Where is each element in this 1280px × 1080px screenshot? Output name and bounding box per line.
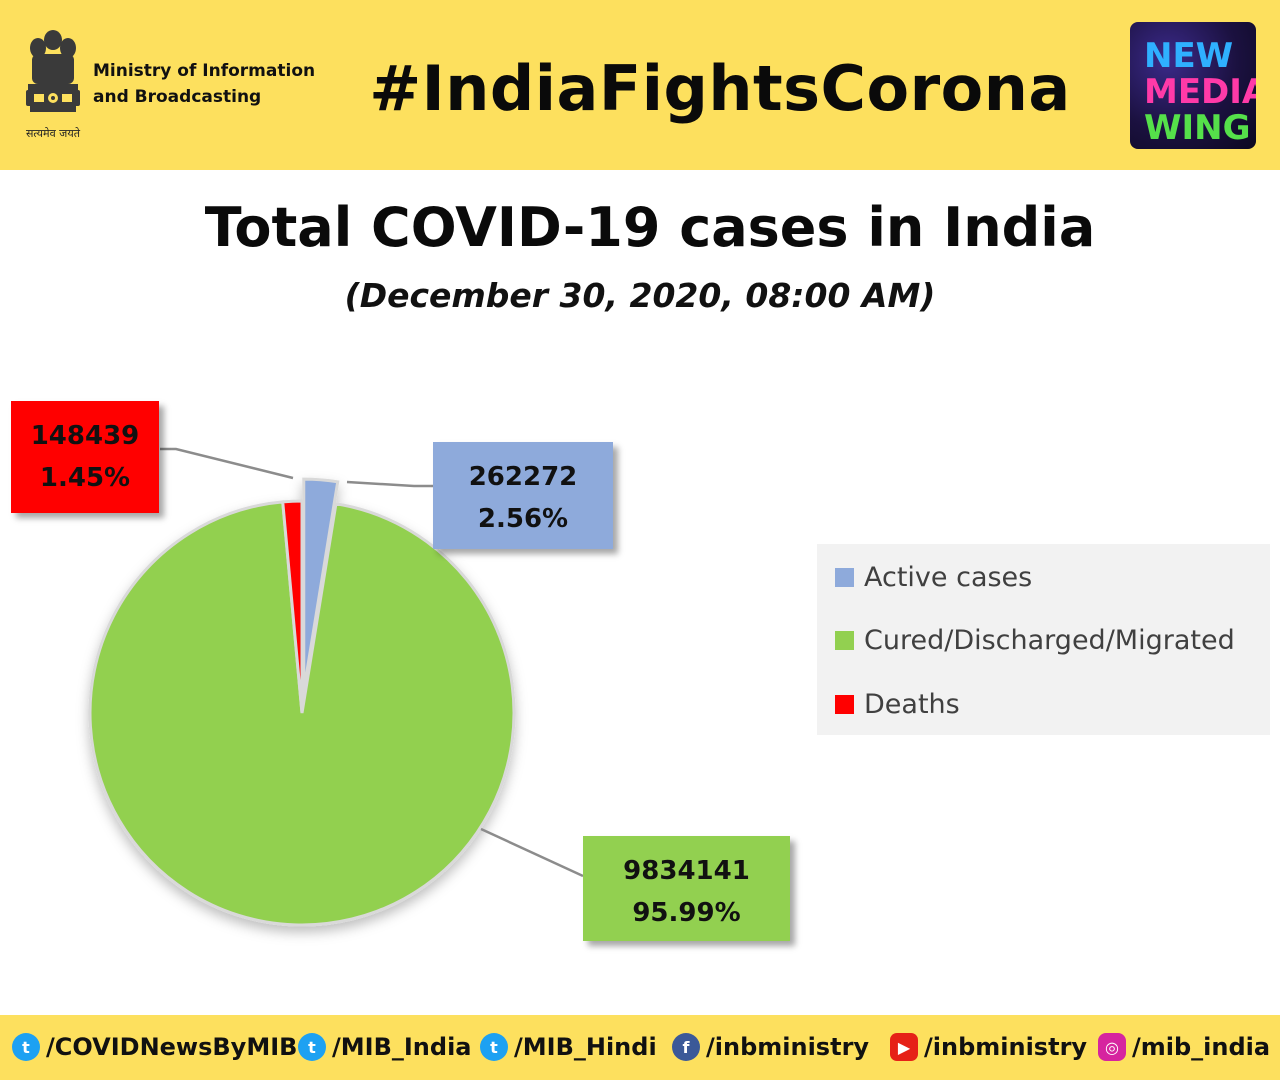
new-media-wing-logo: NEW MEDIA WING	[1130, 22, 1256, 149]
data-label-active-value: 262272	[468, 462, 578, 492]
social-handle-facebook[interactable]: f /inbministry	[672, 1029, 869, 1065]
social-handle-text: /COVIDNewsByMIB	[46, 1033, 298, 1061]
logo-line-1: NEW	[1144, 36, 1234, 76]
pie-slice-active	[302, 477, 340, 692]
leader-line-cured	[480, 827, 584, 878]
campaign-hashtag: #IndiaFightsCorona	[369, 52, 1071, 125]
logo-line-2: MEDIA	[1144, 72, 1256, 112]
chart-legend: Active cases Cured/Discharged/Migrated D…	[817, 544, 1270, 735]
social-handle-mib-hindi[interactable]: t /MIB_Hindi	[480, 1029, 657, 1065]
ministry-name: Ministry of Information and Broadcasting	[93, 58, 333, 110]
social-handle-text: /MIB_Hindi	[514, 1033, 657, 1061]
data-label-active-percent: 2.56%	[477, 504, 569, 534]
chart-subtitle: (December 30, 2020, 08:00 AM)	[344, 276, 936, 315]
pie-chart	[88, 447, 584, 927]
instagram-icon: ◎	[1098, 1033, 1126, 1061]
data-label-deaths-percent: 1.45%	[39, 463, 131, 493]
national-emblem: सत्यमेव जयते	[18, 26, 88, 142]
legend-label-cured: Cured/Discharged/Migrated	[864, 624, 1235, 656]
twitter-icon: t	[12, 1033, 40, 1061]
data-label-active: 262272 2.56%	[433, 442, 613, 549]
legend-item-active: Active cases	[835, 560, 1032, 594]
chart-title: Total COVID-19 cases in India	[204, 196, 1096, 259]
lion-capital-icon	[26, 30, 80, 112]
facebook-icon: f	[672, 1033, 700, 1061]
leader-line-deaths	[160, 447, 294, 480]
emblem-motto: सत्यमेव जयते	[25, 127, 80, 140]
ministry-line-1: Ministry of Information	[93, 61, 316, 81]
leader-line-active	[346, 480, 433, 488]
social-handle-text: /MIB_India	[332, 1033, 472, 1061]
legend-swatch-cured	[835, 630, 854, 650]
data-label-cured-percent: 95.99%	[632, 898, 741, 928]
logo-line-3: WING	[1144, 108, 1251, 148]
social-handle-youtube[interactable]: ▶ /inbministry	[890, 1029, 1087, 1065]
twitter-icon: t	[480, 1033, 508, 1061]
social-handle-instagram[interactable]: ◎ /mib_india	[1098, 1029, 1270, 1065]
social-handle-mib-india[interactable]: t /MIB_India	[298, 1029, 472, 1065]
social-handle-text: /mib_india	[1132, 1033, 1271, 1061]
legend-swatch-active	[835, 567, 854, 587]
footer-banner: t /COVIDNewsByMIB t /MIB_India t /MIB_Hi…	[0, 1015, 1280, 1080]
data-label-cured: 9834141 95.99%	[583, 836, 790, 941]
pie-slice-deaths	[281, 499, 304, 714]
ministry-line-2: and Broadcasting	[93, 87, 262, 107]
pie-slice-cured	[88, 500, 516, 927]
data-label-cured-value: 9834141	[623, 856, 750, 886]
data-label-deaths-value: 148439	[30, 421, 140, 451]
legend-item-deaths: Deaths	[835, 687, 960, 721]
legend-label-deaths: Deaths	[864, 688, 960, 720]
legend-item-cured: Cured/Discharged/Migrated	[835, 623, 1235, 657]
header-banner: सत्यमेव जयते Ministry of Information and…	[0, 0, 1280, 170]
legend-swatch-deaths	[835, 694, 854, 714]
twitter-icon: t	[298, 1033, 326, 1061]
social-handle-covidnewsbymib[interactable]: t /COVIDNewsByMIB	[12, 1029, 297, 1065]
social-handle-text: /inbministry	[706, 1033, 870, 1061]
legend-label-active: Active cases	[864, 561, 1033, 593]
social-handle-text: /inbministry	[924, 1033, 1088, 1061]
youtube-icon: ▶	[890, 1033, 918, 1061]
data-label-deaths: 148439 1.45%	[11, 401, 159, 513]
